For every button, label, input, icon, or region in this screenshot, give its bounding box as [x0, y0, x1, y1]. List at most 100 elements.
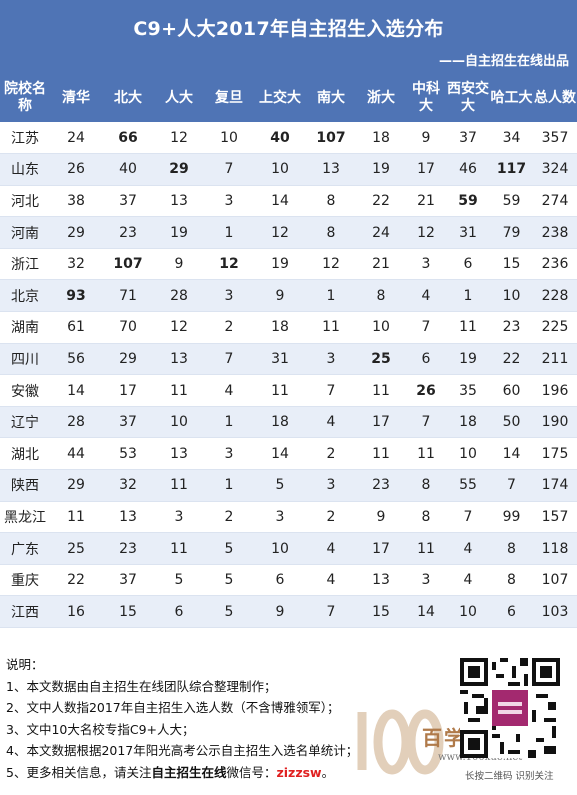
count-cell: 16: [50, 595, 102, 628]
count-cell: 21: [356, 248, 406, 281]
count-cell: 11: [306, 311, 356, 344]
count-cell: 11: [446, 311, 490, 344]
count-cell: 8: [306, 216, 356, 249]
count-cell: 7: [490, 469, 533, 502]
count-cell: 60: [490, 374, 533, 407]
total-cell: 274: [533, 185, 577, 218]
column-header: 浙大: [356, 74, 406, 122]
count-cell: 12: [154, 311, 204, 344]
table-row: 河南 29 23 19 1 12 8 24 12 31 79 238: [0, 216, 577, 249]
count-cell: 13: [154, 185, 204, 218]
count-cell: 14: [50, 374, 102, 407]
count-cell: 6: [254, 564, 306, 597]
count-cell: 61: [50, 311, 102, 344]
count-cell: 26: [406, 374, 446, 407]
count-cell: 6: [154, 595, 204, 628]
total-cell: 357: [533, 122, 577, 155]
count-cell: 9: [254, 595, 306, 628]
count-cell: 19: [446, 343, 490, 376]
table-header-row: 院校名称 清华 北大 人大 复旦 上交大 南大 浙大 中科大 西安交大 哈工大 总人数: [0, 74, 577, 122]
count-cell: 8: [306, 185, 356, 218]
count-cell: 5: [204, 595, 254, 628]
table-row: 安徽 14 17 11 4 11 7 11 26 35 60 196: [0, 374, 577, 407]
count-cell: 10: [254, 532, 306, 565]
province-cell: 河北: [0, 185, 50, 218]
count-cell: 3: [406, 564, 446, 597]
total-cell: 225: [533, 311, 577, 344]
count-cell: 3: [306, 469, 356, 502]
column-header: 中科大: [406, 74, 446, 122]
count-cell: 4: [306, 532, 356, 565]
province-cell: 河南: [0, 216, 50, 249]
count-cell: 66: [102, 122, 154, 155]
note-item-3: 3、文中10大名校专指C9+人大；: [6, 721, 195, 737]
total-cell: 238: [533, 216, 577, 249]
table-row: 河北 38 37 13 3 14 8 22 21 59 59 274: [0, 185, 577, 218]
count-cell: 19: [154, 216, 204, 249]
count-cell: 28: [154, 279, 204, 313]
count-cell: 24: [50, 122, 102, 155]
count-cell: 10: [490, 279, 533, 313]
table-row: 北京 93 71 28 3 9 1 8 4 1 10 228: [0, 279, 577, 313]
column-header: 总人数: [533, 74, 577, 122]
count-cell: 11: [406, 532, 446, 565]
count-cell: 17: [406, 153, 446, 186]
province-cell: 辽宁: [0, 406, 50, 439]
count-cell: 31: [254, 343, 306, 376]
count-cell: 10: [446, 595, 490, 628]
province-cell: 重庆: [0, 564, 50, 597]
count-cell: 26: [50, 153, 102, 186]
note-item-4: 4、本文数据根据2017年阳光高考公示自主招生入选名单统计；: [6, 743, 359, 758]
table-row: 山东 26 40 29 7 10 13 19 17 46 117 324: [0, 153, 577, 186]
notes-heading: 说明：: [6, 657, 44, 672]
note-item-5-mid: 微信号：: [226, 764, 277, 780]
count-cell: 15: [356, 595, 406, 628]
count-cell: 35: [446, 374, 490, 407]
count-cell: 5: [254, 469, 306, 502]
count-cell: 10: [356, 311, 406, 344]
count-cell: 12: [254, 216, 306, 249]
count-cell: 18: [254, 311, 306, 344]
province-cell: 湖北: [0, 437, 50, 471]
column-header: 人大: [154, 74, 204, 122]
count-cell: 2: [204, 311, 254, 344]
count-cell: 3: [204, 279, 254, 313]
count-cell: 40: [102, 153, 154, 186]
count-cell: 18: [254, 406, 306, 439]
count-cell: 22: [356, 185, 406, 218]
count-cell: 3: [306, 343, 356, 376]
count-cell: 22: [490, 343, 533, 376]
count-cell: 79: [490, 216, 533, 249]
count-cell: 14: [254, 185, 306, 218]
count-cell: 2: [306, 437, 356, 471]
count-cell: 13: [102, 501, 154, 534]
count-cell: 37: [102, 406, 154, 439]
count-cell: 13: [154, 343, 204, 376]
count-cell: 11: [154, 532, 204, 565]
count-cell: 6: [406, 343, 446, 376]
page-subtitle: ——自主招生在线出品: [438, 54, 569, 69]
count-cell: 50: [490, 406, 533, 439]
count-cell: 23: [102, 532, 154, 565]
count-cell: 15: [102, 595, 154, 628]
total-cell: 236: [533, 248, 577, 281]
count-cell: 17: [356, 532, 406, 565]
count-cell: 7: [204, 153, 254, 186]
total-cell: 157: [533, 501, 577, 534]
count-cell: 15: [490, 248, 533, 281]
count-cell: 3: [254, 501, 306, 534]
count-cell: 34: [490, 122, 533, 155]
table-row: 湖南 61 70 12 2 18 11 10 7 11 23 225: [0, 311, 577, 344]
total-cell: 211: [533, 343, 577, 376]
province-cell: 陕西: [0, 469, 50, 502]
province-cell: 黑龙江: [0, 501, 50, 534]
count-cell: 11: [406, 437, 446, 471]
count-cell: 3: [204, 185, 254, 218]
count-cell: 18: [356, 122, 406, 155]
count-cell: 11: [356, 374, 406, 407]
count-cell: 22: [50, 564, 102, 597]
count-cell: 37: [102, 185, 154, 218]
count-cell: 6: [446, 248, 490, 281]
count-cell: 8: [356, 279, 406, 313]
count-cell: 99: [490, 501, 533, 534]
